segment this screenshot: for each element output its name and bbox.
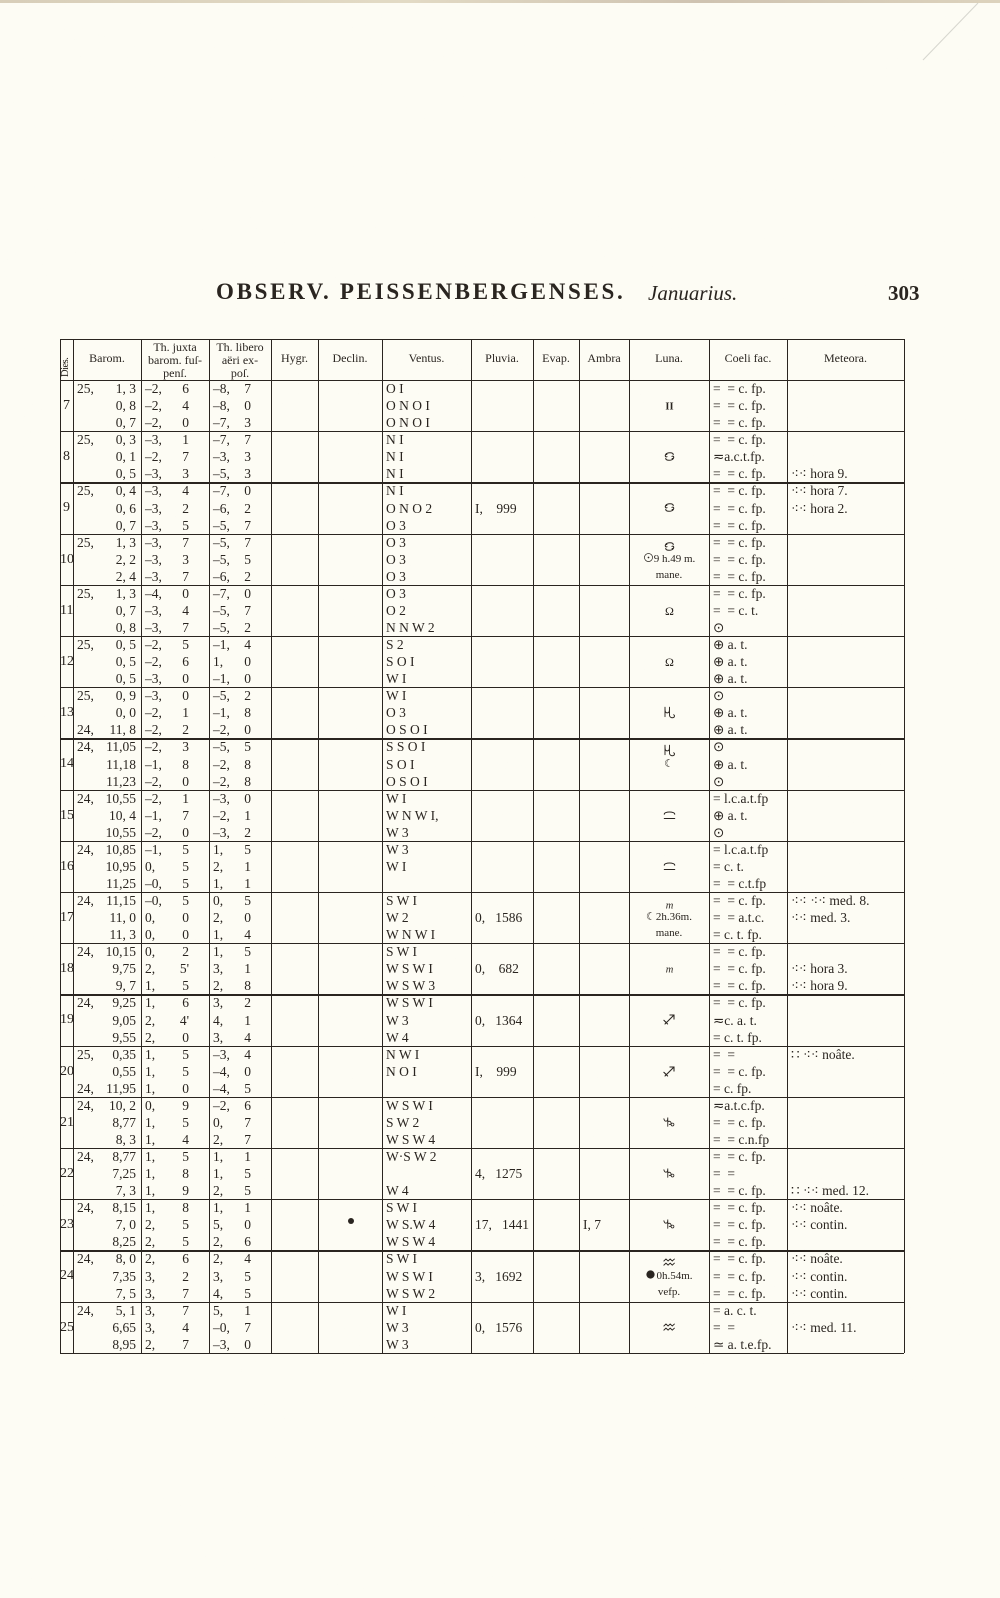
svg-text:Ω: Ω bbox=[665, 655, 674, 669]
svg-text:m: m bbox=[665, 965, 673, 976]
svg-text:II: II bbox=[665, 401, 673, 412]
svg-text:Ω: Ω bbox=[665, 604, 674, 618]
